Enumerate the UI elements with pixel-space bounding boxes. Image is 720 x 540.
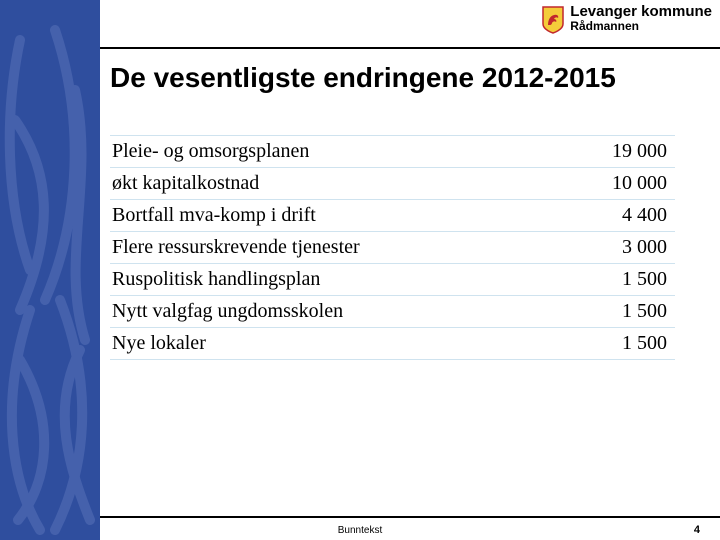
row-label: Pleie- og omsorgsplanen <box>112 140 309 163</box>
sidebar-art <box>0 0 100 540</box>
row-label: Bortfall mva-komp i drift <box>112 204 316 227</box>
row-label: Nytt valgfag ungdomsskolen <box>112 300 343 323</box>
table-row: Pleie- og omsorgsplanen 19 000 <box>110 136 675 168</box>
row-value: 4 400 <box>587 204 667 227</box>
row-label: Nye lokaler <box>112 332 206 355</box>
divider-top <box>100 47 720 49</box>
crest-icon <box>542 6 564 34</box>
table-row: Flere ressurskrevende tjenester 3 000 <box>110 232 675 264</box>
department-name: Rådmannen <box>570 20 712 33</box>
municipality-name: Levanger kommune <box>570 4 712 20</box>
header-text: Levanger kommune Rådmannen <box>570 4 712 32</box>
changes-table: Pleie- og omsorgsplanen 19 000 økt kapit… <box>110 135 675 360</box>
page-number: 4 <box>694 524 700 536</box>
row-label: økt kapitalkostnad <box>112 172 259 195</box>
table-row: Bortfall mva-komp i drift 4 400 <box>110 200 675 232</box>
divider-bottom <box>100 516 720 518</box>
row-label: Flere ressurskrevende tjenester <box>112 236 360 259</box>
table-row: økt kapitalkostnad 10 000 <box>110 168 675 200</box>
header: Levanger kommune Rådmannen <box>0 0 720 48</box>
sidebar-decoration <box>0 0 100 540</box>
row-value: 10 000 <box>587 172 667 195</box>
row-value: 1 500 <box>587 332 667 355</box>
slide: Levanger kommune Rådmannen De vesentligs… <box>0 0 720 540</box>
table-row: Nye lokaler 1 500 <box>110 328 675 360</box>
row-value: 19 000 <box>587 140 667 163</box>
table-row: Nytt valgfag ungdomsskolen 1 500 <box>110 296 675 328</box>
row-value: 3 000 <box>587 236 667 259</box>
row-value: 1 500 <box>587 268 667 291</box>
row-value: 1 500 <box>587 300 667 323</box>
footer-label: Bunntekst <box>338 525 382 536</box>
table-row: Ruspolitisk handlingsplan 1 500 <box>110 264 675 296</box>
row-label: Ruspolitisk handlingsplan <box>112 268 320 291</box>
page-title: De vesentligste endringene 2012-2015 <box>110 62 710 94</box>
